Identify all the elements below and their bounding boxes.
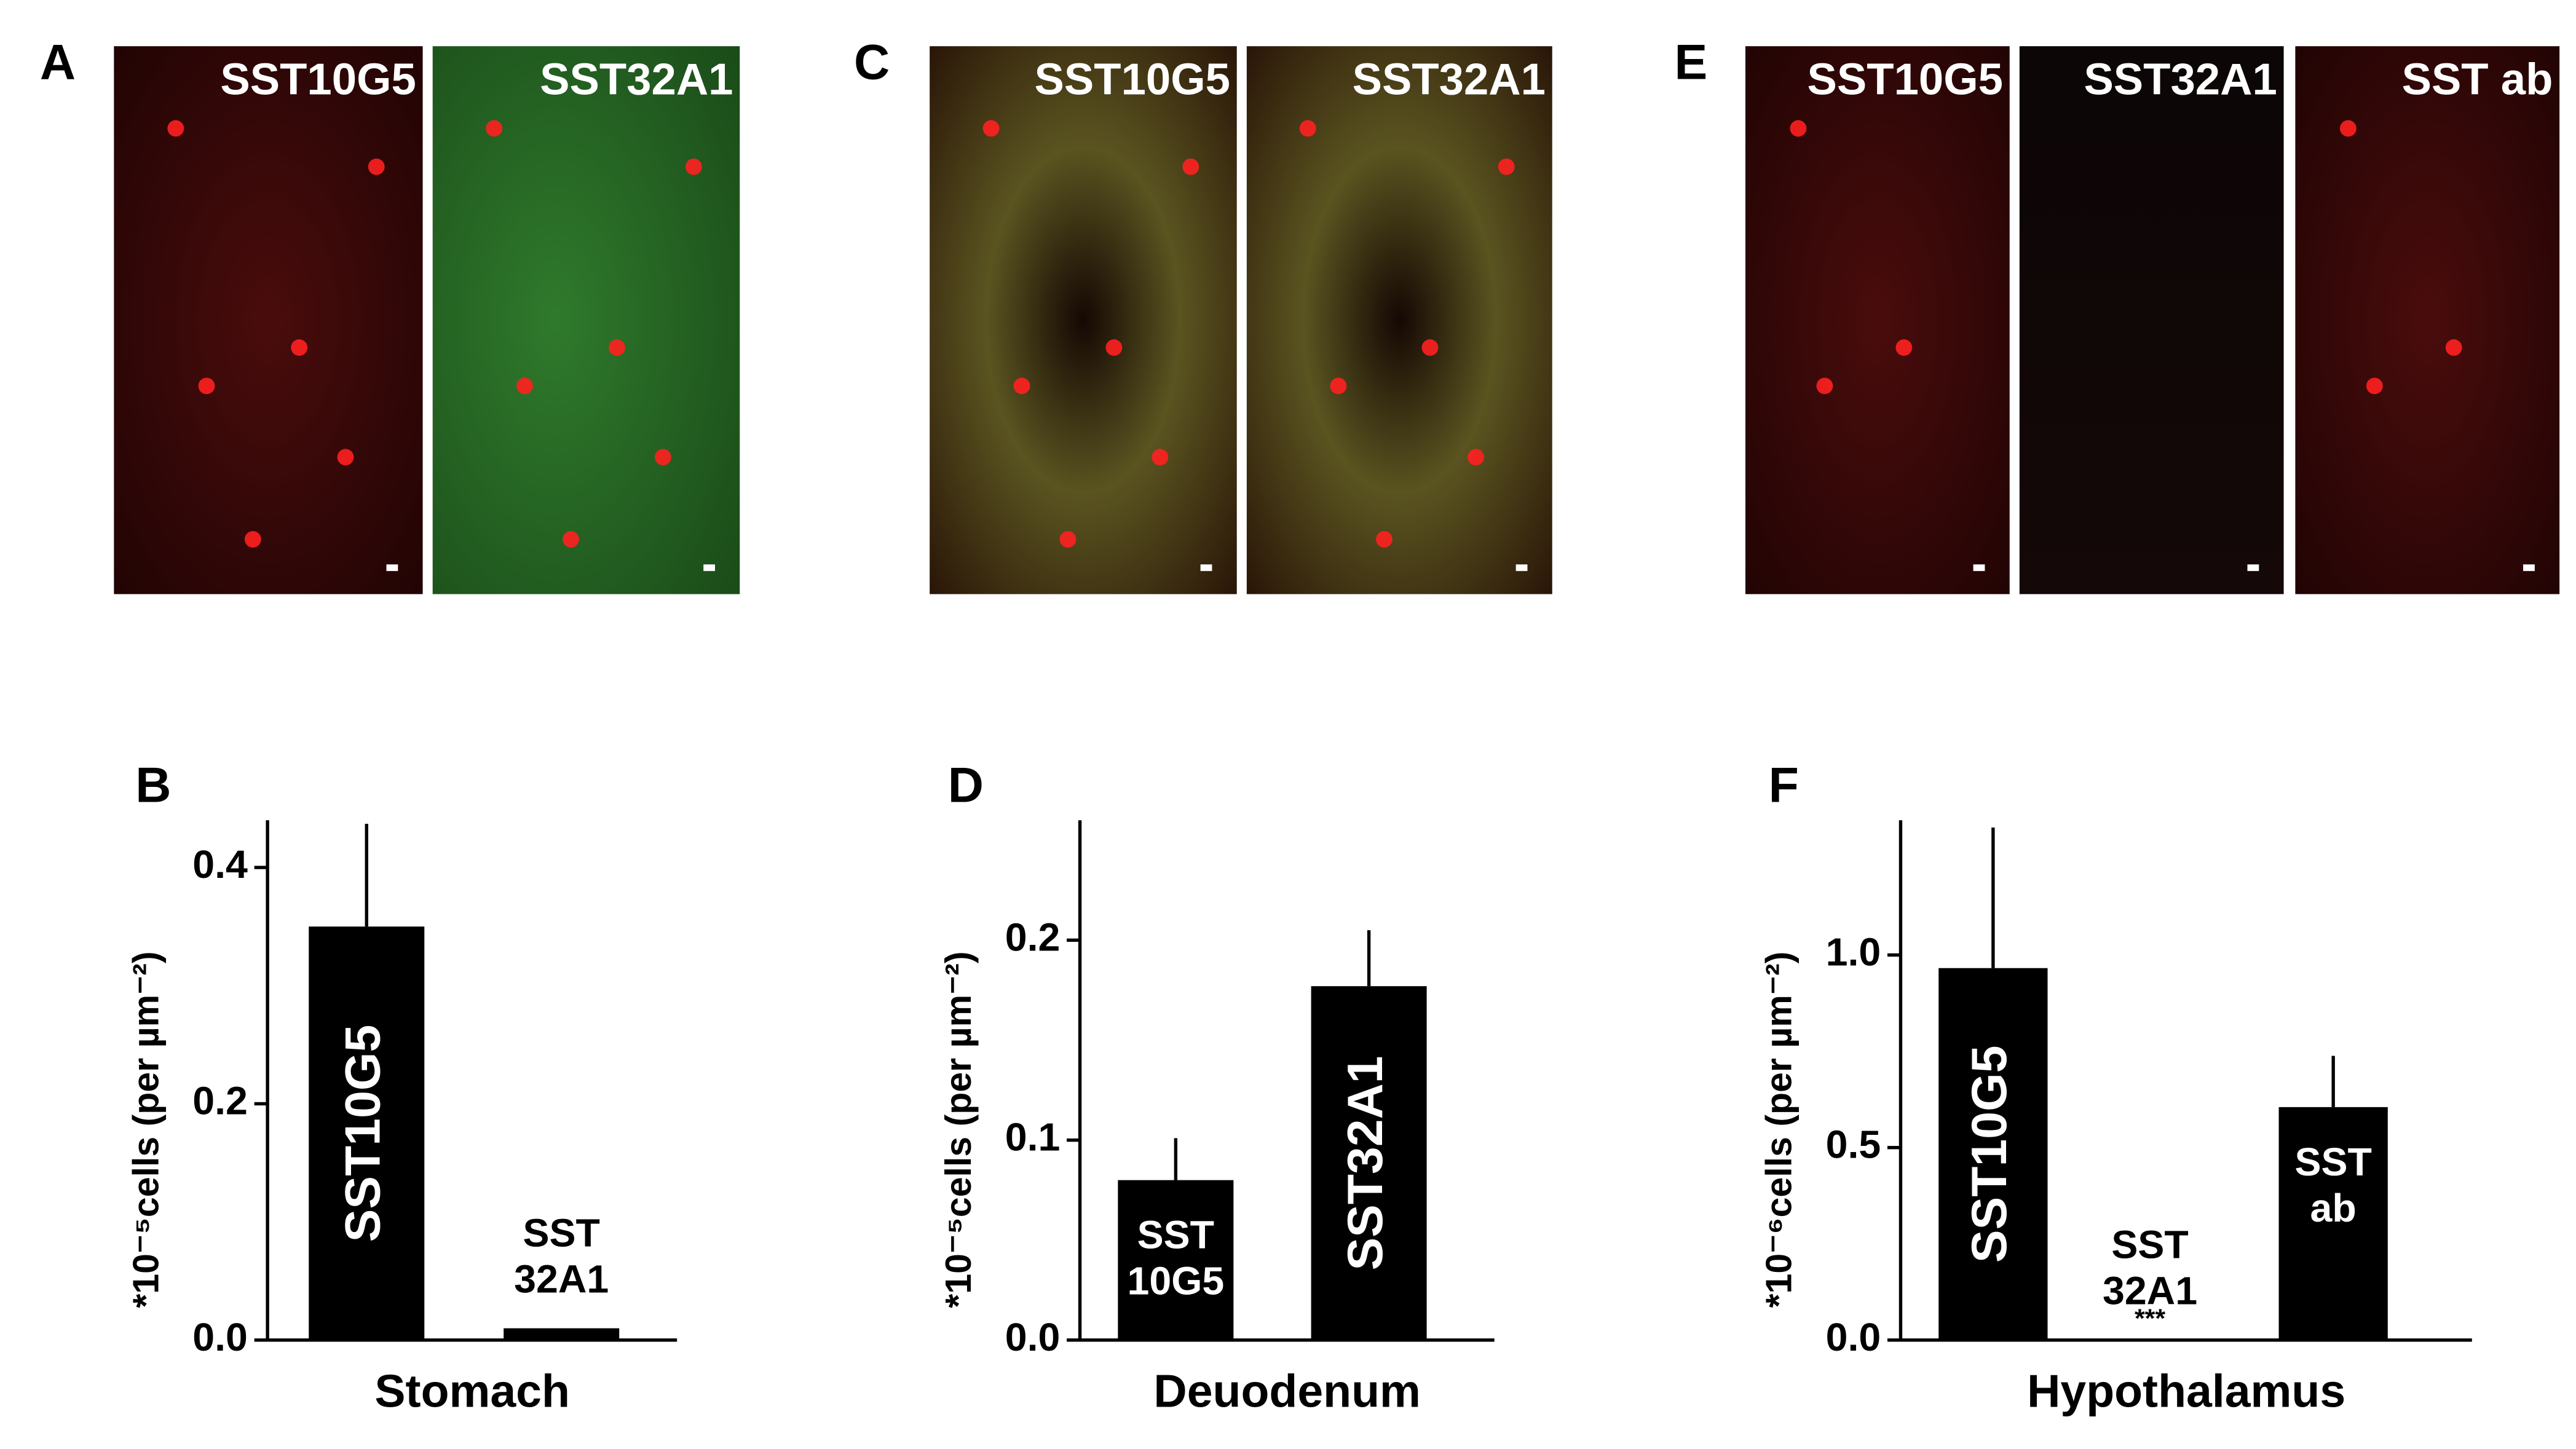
cell-spot (1299, 120, 1316, 137)
y-tick-label: 0.4 (192, 842, 248, 886)
cell-spot (244, 531, 261, 548)
y-tick-label: 0.0 (192, 1315, 248, 1359)
scale-bar (1515, 564, 1528, 571)
y-tick-label: 0.5 (1826, 1123, 1881, 1167)
cell-spot (167, 120, 184, 137)
cell-spot (1376, 531, 1393, 548)
cell-spot (982, 120, 1000, 137)
scale-bar (2523, 564, 2535, 571)
cell-spot (1790, 120, 1807, 137)
scale-bar (386, 564, 398, 571)
y-axis-label: *10⁻⁵cells (per µm⁻²) (125, 951, 166, 1308)
cell-spot (609, 339, 625, 356)
annotation: *** (2135, 1304, 2165, 1333)
y-axis-label: *10⁻⁵cells (per µm⁻²) (938, 951, 979, 1308)
y-tick-label: 0.0 (1005, 1315, 1061, 1359)
micrograph (1745, 46, 2010, 594)
bar (504, 1328, 620, 1340)
cell-spot (368, 158, 385, 175)
x-axis-label: Hypothalamus (2027, 1365, 2345, 1416)
cell-spot (1182, 158, 1199, 175)
panel-letter: E (1674, 35, 1707, 90)
panel-letter: A (40, 35, 76, 90)
cell-spot (1895, 339, 1913, 356)
x-axis-label: Stomach (374, 1365, 570, 1416)
scale-bar (2247, 564, 2259, 571)
image-label: SST32A1 (2084, 54, 2277, 104)
micrograph (114, 46, 423, 594)
cell-spot (1330, 377, 1347, 395)
cell-spot (1498, 158, 1515, 175)
cell-spot (198, 377, 215, 395)
cell-spot (1105, 339, 1123, 356)
y-tick-label: 0.0 (1826, 1315, 1881, 1359)
bar (309, 926, 425, 1340)
bar (1118, 1180, 1234, 1340)
micrograph (930, 46, 1237, 594)
cell-spot (337, 449, 354, 466)
y-tick-label: 1.0 (1826, 930, 1881, 974)
cell-spot (685, 158, 702, 175)
cell-spot (291, 339, 308, 356)
micrograph (2295, 46, 2560, 594)
scale-bar (703, 564, 715, 571)
cell-spot (486, 120, 503, 137)
bar-label: SST32A1 (1338, 1056, 1393, 1270)
image-label: SST10G5 (1808, 54, 2003, 104)
cell-spot (1152, 449, 1169, 466)
image-label: SST10G5 (1035, 54, 1230, 104)
cell-spot (1059, 531, 1077, 548)
scale-bar (1200, 564, 1212, 571)
panel-letter: D (948, 757, 984, 813)
scale-bar (1973, 564, 1985, 571)
y-tick-label: 0.2 (1005, 915, 1061, 959)
bar (2278, 1107, 2388, 1340)
bar-label: SST10G5 (1962, 1045, 2017, 1263)
cell-spot (654, 449, 671, 466)
image-label: SST32A1 (540, 54, 733, 104)
micrograph (2019, 46, 2284, 594)
micrograph (432, 46, 740, 594)
panel-letter: C (854, 35, 890, 90)
micrographs: A SST10G5 SST32A1 C SST10G5 SST32A1 E SST10G5 SS… (40, 35, 2560, 594)
cell-spot (1013, 377, 1030, 395)
cell-spot (1468, 449, 1484, 466)
image-label: SST32A1 (1353, 54, 1546, 104)
bar (1938, 968, 2048, 1340)
panel-letter: F (1769, 757, 1799, 813)
y-tick-label: 0.2 (192, 1078, 248, 1123)
cell-spot (563, 531, 579, 548)
bar-label: SST10G5 (336, 1025, 391, 1242)
cell-spot (1816, 377, 1833, 395)
cell-spot (2366, 377, 2383, 395)
charts: B 0.0 0.2 0.4 *10⁻⁵cells (per µm⁻²) Stomach SS… (125, 757, 2472, 1416)
cell-spot (516, 377, 534, 395)
y-axis-label: *10⁻⁶cells (per µm⁻²) (1759, 952, 1800, 1308)
bar (1311, 986, 1427, 1340)
x-axis-label: Deuodenum (1153, 1365, 1420, 1416)
image-label: SST10G5 (220, 54, 416, 104)
cell-spot (1421, 339, 1439, 356)
panel-letter: B (135, 757, 171, 813)
image-label: SST ab (2402, 54, 2553, 104)
cell-spot (2339, 120, 2357, 137)
y-tick-label: 0.1 (1005, 1115, 1061, 1159)
bar-label: SST ab (2294, 1140, 2371, 1230)
cell-spot (2445, 339, 2462, 356)
micrograph (1246, 46, 1552, 594)
